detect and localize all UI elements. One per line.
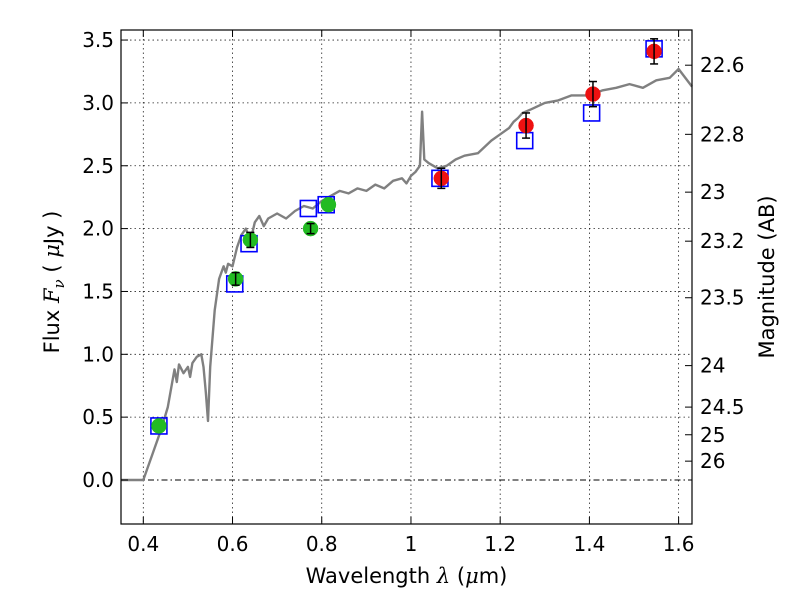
mag-tick-label: 22.6 [700, 53, 745, 77]
grid-lines [121, 30, 692, 524]
y2-axis-label: Magnitude (AB) [755, 195, 779, 358]
y-tick-label: 2.5 [82, 154, 114, 178]
y-tick-label: 0.0 [82, 468, 114, 492]
optical-photometry-point [320, 196, 337, 213]
x-tick-label: 0.4 [127, 532, 159, 556]
mag-tick-label: 24.5 [700, 395, 745, 419]
y-tick-label: 3.5 [82, 28, 114, 52]
data-series [121, 38, 693, 482]
y-tick-label: 0.5 [82, 405, 114, 429]
y-tick-label: 1.5 [82, 279, 114, 303]
mag-tick-label: 26 [700, 449, 725, 473]
mag-tick-label: 23 [700, 180, 725, 204]
y-axis-label: Flux Fν ( μJy ) [40, 211, 68, 354]
x-tick-label: 1 [405, 532, 418, 556]
model-photometry-square [299, 199, 318, 218]
x-tick-label: 0.6 [217, 532, 249, 556]
plot-frame [120, 29, 693, 525]
x-tick-label: 1.2 [484, 532, 516, 556]
model-photometry-square [515, 131, 534, 150]
y-tick-label: 2.0 [82, 217, 114, 241]
mag-tick-label: 25 [700, 423, 725, 447]
x-tick-label: 1.4 [573, 532, 605, 556]
axis-ticks [121, 30, 692, 524]
y-tick-label: 1.0 [82, 342, 114, 366]
optical-photometry-point [151, 418, 167, 434]
mag-tick-label: 22.8 [700, 122, 745, 146]
template-spectrum-line [121, 67, 693, 482]
mag-tick-label: 23.2 [700, 229, 745, 253]
x-axis-label: Wavelength λ (μm) [306, 564, 508, 588]
x-tick-label: 1.6 [663, 532, 695, 556]
model-photometry-square [582, 104, 601, 122]
tick-labels: 0.4 0.6 0.8 1 1.2 1.4 1.6 0.0 0.5 1.0 1.5 2.0 2.5 3.0… [82, 28, 744, 556]
mag-tick-label: 24 [700, 354, 725, 378]
mag-tick-label: 23.5 [700, 286, 745, 310]
model-photometry-square [150, 417, 168, 435]
x-tick-label: 0.8 [306, 532, 338, 556]
y-tick-label: 3.0 [82, 91, 114, 115]
